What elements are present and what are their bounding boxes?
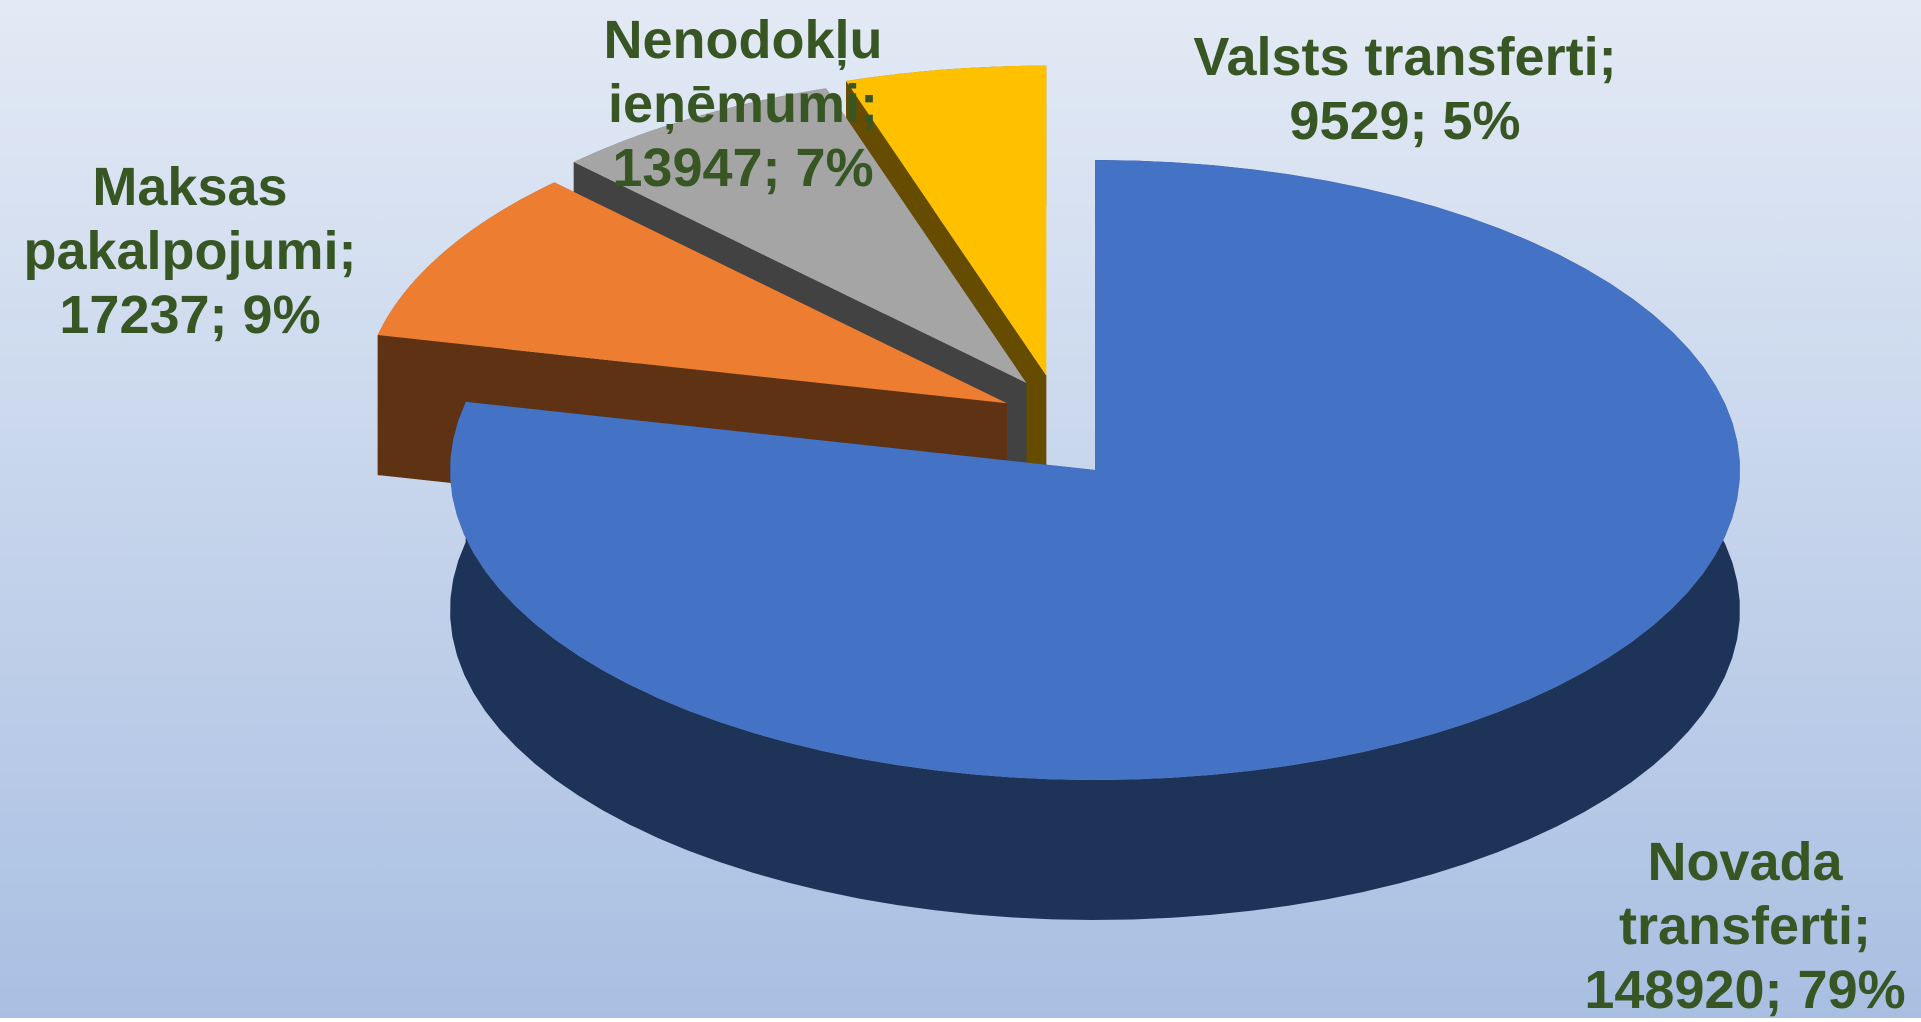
slice	[377, 182, 1007, 404]
slice	[573, 88, 1027, 384]
category-label: Valsts transferti;	[1193, 27, 1617, 87]
category-label: Nenodokļu ieņēmumi;	[603, 10, 883, 134]
category-label: Novada transferti;	[1618, 832, 1872, 956]
value-label: 13947; 7%	[612, 138, 874, 198]
slice	[846, 65, 1047, 376]
value-label: 17237; 9%	[59, 285, 321, 345]
value-label: 9529; 5%	[1289, 91, 1521, 151]
value-label: 148920; 79%	[1584, 960, 1906, 1020]
slice	[450, 160, 1740, 780]
data-label: Nenodokļu ieņēmumi; 13947; 7%	[578, 8, 908, 200]
data-label: Valsts transferti; 9529; 5%	[1165, 25, 1645, 153]
data-label: Maksas pakalpojumi; 17237; 9%	[10, 155, 370, 347]
data-label: Novada transferti; 148920; 79%	[1580, 830, 1910, 1022]
category-label: Maksas pakalpojumi;	[23, 157, 357, 281]
